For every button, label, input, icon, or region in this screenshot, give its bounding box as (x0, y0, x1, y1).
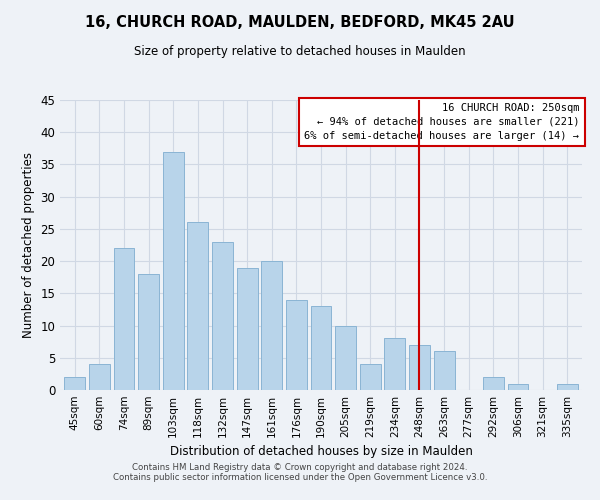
Text: 16, CHURCH ROAD, MAULDEN, BEDFORD, MK45 2AU: 16, CHURCH ROAD, MAULDEN, BEDFORD, MK45 … (85, 15, 515, 30)
Bar (163, 152, 184, 390)
Bar (236, 268, 257, 390)
Y-axis label: Number of detached properties: Number of detached properties (22, 152, 35, 338)
Bar (113, 248, 134, 390)
Bar (64, 377, 85, 390)
Bar (360, 364, 381, 390)
Bar (212, 242, 233, 390)
Bar (261, 261, 282, 390)
Bar (508, 384, 529, 390)
Bar (286, 300, 307, 390)
Bar (89, 364, 110, 390)
Bar (557, 384, 578, 390)
Bar (138, 274, 159, 390)
Bar (187, 222, 208, 390)
Bar (335, 326, 356, 390)
Bar (434, 352, 455, 390)
Bar (483, 377, 504, 390)
Text: Contains HM Land Registry data © Crown copyright and database right 2024.
Contai: Contains HM Land Registry data © Crown c… (113, 463, 487, 482)
Text: Size of property relative to detached houses in Maulden: Size of property relative to detached ho… (134, 45, 466, 58)
Text: 16 CHURCH ROAD: 250sqm
← 94% of detached houses are smaller (221)
6% of semi-det: 16 CHURCH ROAD: 250sqm ← 94% of detached… (304, 103, 580, 141)
Bar (385, 338, 406, 390)
Bar (311, 306, 331, 390)
X-axis label: Distribution of detached houses by size in Maulden: Distribution of detached houses by size … (170, 446, 472, 458)
Bar (409, 345, 430, 390)
